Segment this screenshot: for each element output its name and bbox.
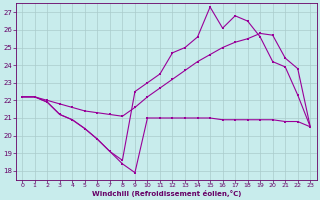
X-axis label: Windchill (Refroidissement éolien,°C): Windchill (Refroidissement éolien,°C) — [92, 190, 241, 197]
